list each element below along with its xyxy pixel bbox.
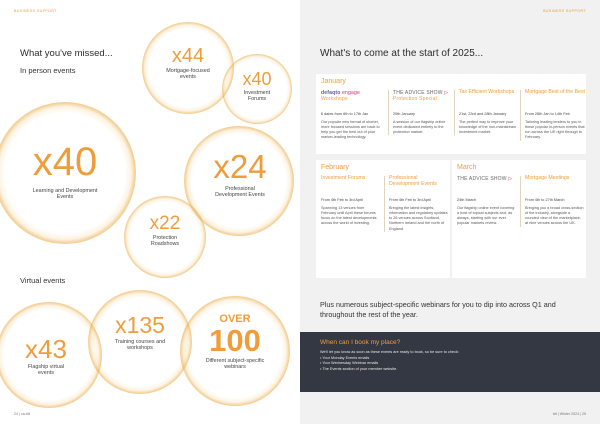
stat-label: Professional Development Events bbox=[215, 186, 265, 199]
glitter-ring bbox=[0, 302, 102, 408]
list-item: • The Events section of your member webs… bbox=[320, 367, 398, 372]
event-defaqto-workshops: defaqto engage Workshops 6 dates from 6th… bbox=[321, 90, 386, 141]
section-header: BUSINESS SUPPORT bbox=[14, 9, 57, 13]
stat-label: Investment Forums bbox=[243, 90, 271, 103]
stat-value: x22 bbox=[149, 213, 181, 234]
event-title: Tax Efficient Workshops bbox=[459, 89, 515, 95]
glitter-ring bbox=[124, 196, 206, 278]
stat-value: x44 bbox=[171, 45, 205, 67]
event-investment-forums: Investment Forums From 4th Feb to 3rd Ap… bbox=[321, 175, 382, 227]
event-date: From 28th Jan to 14th Feb bbox=[525, 112, 570, 116]
stat-value: x135 bbox=[115, 312, 165, 338]
right-page: BUSINESS SUPPORT What's to come at the s… bbox=[300, 0, 600, 424]
march-card: March THE ADVICE SHOW ▷ 24th March Our f… bbox=[452, 160, 586, 278]
stat-value: x40 bbox=[242, 69, 272, 89]
event-professional-development: Professional Development Events From 4th… bbox=[384, 175, 449, 232]
event-description: Spanning 13 venues from February until A… bbox=[321, 206, 377, 226]
virtual-heading: Virtual events bbox=[20, 276, 66, 285]
stat-professional: x24 Professional Development Events bbox=[194, 150, 286, 198]
event-date: 6 dates from 6th to 17th Jan bbox=[321, 112, 369, 116]
stat-value: x40 bbox=[32, 140, 98, 184]
stat-label: Protection Roadshows bbox=[150, 235, 180, 248]
upcoming-title: What's to come at the start of 2025... bbox=[320, 48, 484, 59]
stat-protection: x22 Protection Roadshows bbox=[130, 214, 200, 247]
stat-label: Training courses and workshops bbox=[114, 339, 166, 352]
event-title: Investment Forums bbox=[321, 175, 366, 181]
glitter-ring bbox=[0, 102, 136, 244]
stat-label: Flagship virtual events bbox=[27, 364, 65, 377]
february-card: February Investment Forums From 4th Feb … bbox=[316, 160, 450, 278]
event-description: A session of our flagship online event d… bbox=[393, 120, 446, 135]
defaqto-engage-logo: defaqto engage Workshops bbox=[321, 90, 360, 102]
booking-info: We'll let you know as soon as these even… bbox=[320, 350, 459, 373]
event-protection-special: THE ADVICE SHOW ▷ Protection Special 20th… bbox=[388, 90, 453, 136]
glitter-ring bbox=[184, 126, 294, 236]
page-footer-left: 24 | ca-tdt bbox=[14, 412, 30, 416]
event-description: Bringing the latest insights, informatio… bbox=[389, 206, 448, 231]
event-date: 21st, 23rd and 28th January bbox=[459, 112, 507, 116]
event-description: Our popular new format of shorter, more … bbox=[321, 120, 380, 140]
month-heading: January bbox=[321, 78, 346, 85]
stat-prefix: OVER bbox=[219, 313, 251, 325]
stat-value: 100 bbox=[209, 323, 261, 358]
page-footer-right: tdt | Winter 2024 | 25 bbox=[552, 412, 586, 416]
stat-mortgage: x44 Mortgage-focused events bbox=[148, 46, 228, 80]
stat-investment: x40 Investment Forums bbox=[225, 70, 289, 102]
webinars-note: Plus numerous subject-specific webinars … bbox=[320, 300, 556, 319]
event-date: 24th March bbox=[457, 198, 476, 202]
stat-value: x43 bbox=[25, 334, 67, 364]
event-date: From 4th Feb to 3rd April bbox=[321, 198, 363, 202]
booking-title: When can I book my place? bbox=[320, 339, 401, 346]
stat-label: Different subject-specific webinars bbox=[205, 358, 265, 371]
glitter-ring bbox=[222, 54, 292, 124]
list-item: • Your Wednesday Webinar emails bbox=[320, 361, 379, 366]
event-description: Tailoring leading lenders to you in thes… bbox=[525, 120, 585, 140]
event-title: Mortgage Meetings bbox=[525, 175, 570, 181]
event-title: Mortgage Best of the Best bbox=[525, 89, 585, 95]
advice-show-logo: THE ADVICE SHOW ▷ Protection Special bbox=[393, 90, 449, 102]
list-item: • Your Monday Events emails bbox=[320, 355, 370, 360]
event-date: From 4th Feb to 3rd April bbox=[389, 198, 431, 202]
event-date: From 4th to 27th March bbox=[525, 198, 565, 202]
glitter-ring bbox=[88, 290, 192, 394]
stat-label: Learning and Development Events bbox=[32, 188, 98, 201]
january-card: January defaqto engage Workshops 6 dates … bbox=[316, 74, 586, 154]
glitter-ring bbox=[180, 296, 290, 406]
event-description: Bringing you a broad cross-section of th… bbox=[525, 206, 584, 226]
stat-label: Mortgage-focused events bbox=[166, 68, 210, 81]
booking-panel: When can I book my place? We'll let you … bbox=[300, 332, 600, 392]
month-heading: March bbox=[457, 164, 477, 171]
left-page: BUSINESS SUPPORT What you've missed... I… bbox=[0, 9, 294, 416]
event-description: Our flagship online event covering a hos… bbox=[457, 206, 515, 226]
section-header: BUSINESS SUPPORT bbox=[543, 9, 586, 13]
stat-training: x135 Training courses and workshops bbox=[96, 312, 184, 352]
event-mortgage-meetings: Mortgage Meetings From 4th to 27th March… bbox=[520, 175, 585, 227]
stat-value: x24 bbox=[213, 148, 267, 185]
booking-intro: We'll let you know as soon as these even… bbox=[320, 350, 459, 354]
stat-learning: x40 Learning and Development Events bbox=[8, 142, 122, 200]
advice-show-logo: THE ADVICE SHOW ▷ bbox=[457, 176, 513, 182]
event-advice-show-march: THE ADVICE SHOW ▷ 24th March Our flagshi… bbox=[457, 176, 518, 227]
month-heading: February bbox=[321, 164, 350, 171]
missed-title: What you've missed... bbox=[20, 48, 113, 59]
event-tax-efficient-workshops: Tax Efficient Workshops 21st, 23rd and 2… bbox=[454, 89, 519, 136]
event-mortgage-best: Mortgage Best of the Best From 28th Jan … bbox=[520, 89, 585, 141]
event-date: 20th January bbox=[393, 112, 415, 116]
in-person-heading: In person events bbox=[20, 66, 76, 75]
stat-webinars: OVER 100 Different subject-specific webi… bbox=[188, 313, 282, 371]
glitter-ring bbox=[142, 22, 234, 114]
event-title: Professional Development Events bbox=[389, 175, 437, 187]
event-description: The perfect way to improve your knowledg… bbox=[459, 120, 517, 135]
stat-flagship: x43 Flagship virtual events bbox=[10, 336, 82, 376]
